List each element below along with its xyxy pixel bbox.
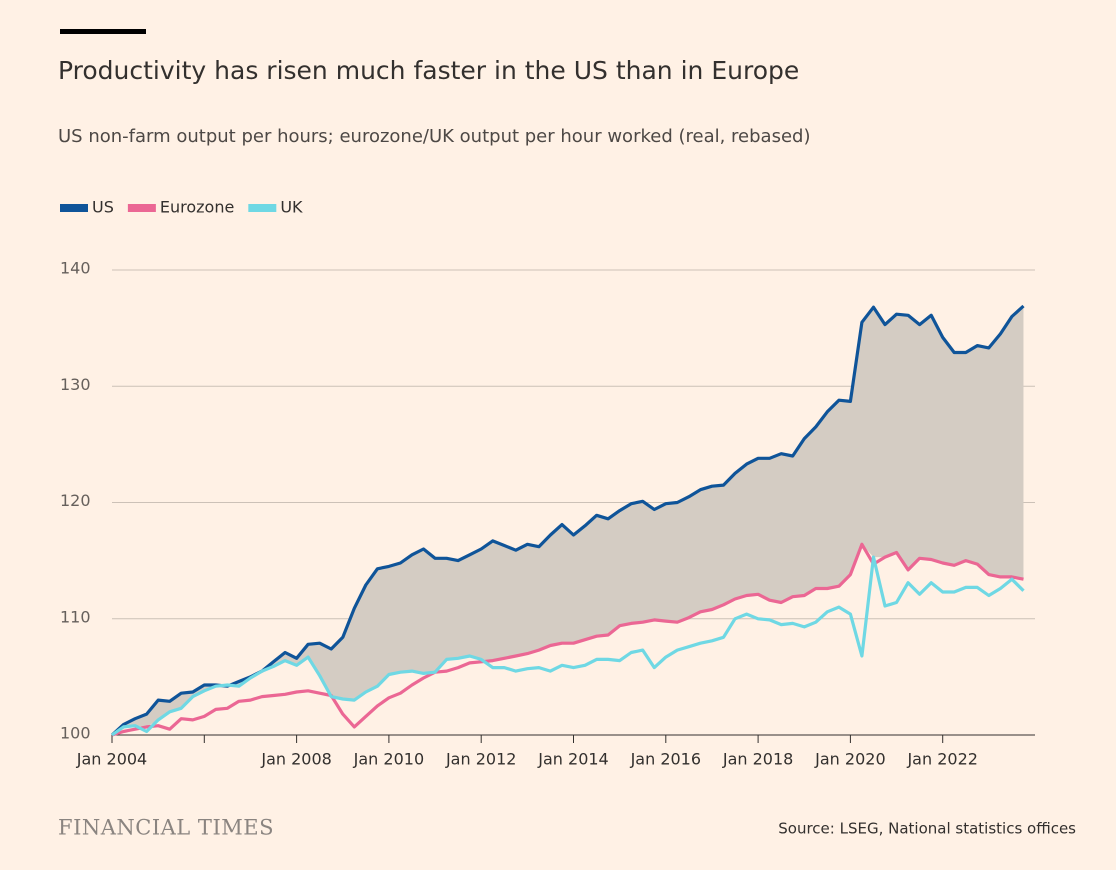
x-tick-label: Jan 2012 — [445, 750, 516, 769]
legend-swatch — [248, 204, 277, 212]
x-tick-label: Jan 2016 — [630, 750, 701, 769]
legend-swatch — [60, 204, 88, 212]
legend-label: UK — [280, 198, 303, 217]
brand: FINANCIAL TIMES — [58, 816, 274, 840]
legend-swatch — [127, 204, 156, 212]
series-line — [111, 555, 1025, 737]
legend-label: Eurozone — [160, 198, 234, 217]
chart-subtitle: US non-farm output per hours; eurozone/U… — [58, 126, 810, 147]
x-tick-label: Jan 2022 — [906, 750, 977, 769]
legend-label: US — [92, 198, 114, 217]
source-note: Source: LSEG, National statistics office… — [778, 820, 1076, 838]
x-tick-label: Jan 2004 — [76, 750, 147, 769]
x-tick-label: Jan 2018 — [722, 750, 793, 769]
y-tick-label: 110 — [60, 607, 91, 626]
y-tick-label: 100 — [60, 724, 91, 743]
y-tick-label: 120 — [60, 491, 91, 510]
x-tick-label: Jan 2014 — [537, 750, 608, 769]
x-tick-label: Jan 2020 — [814, 750, 885, 769]
x-tick-label: Jan 2008 — [260, 750, 331, 769]
y-tick-label: 140 — [60, 259, 91, 278]
y-tick-label: 130 — [60, 375, 91, 394]
x-tick-label: Jan 2010 — [353, 750, 424, 769]
chart-title: Productivity has risen much faster in th… — [58, 56, 799, 85]
gap-area — [112, 306, 1024, 735]
top-rule — [60, 29, 146, 34]
